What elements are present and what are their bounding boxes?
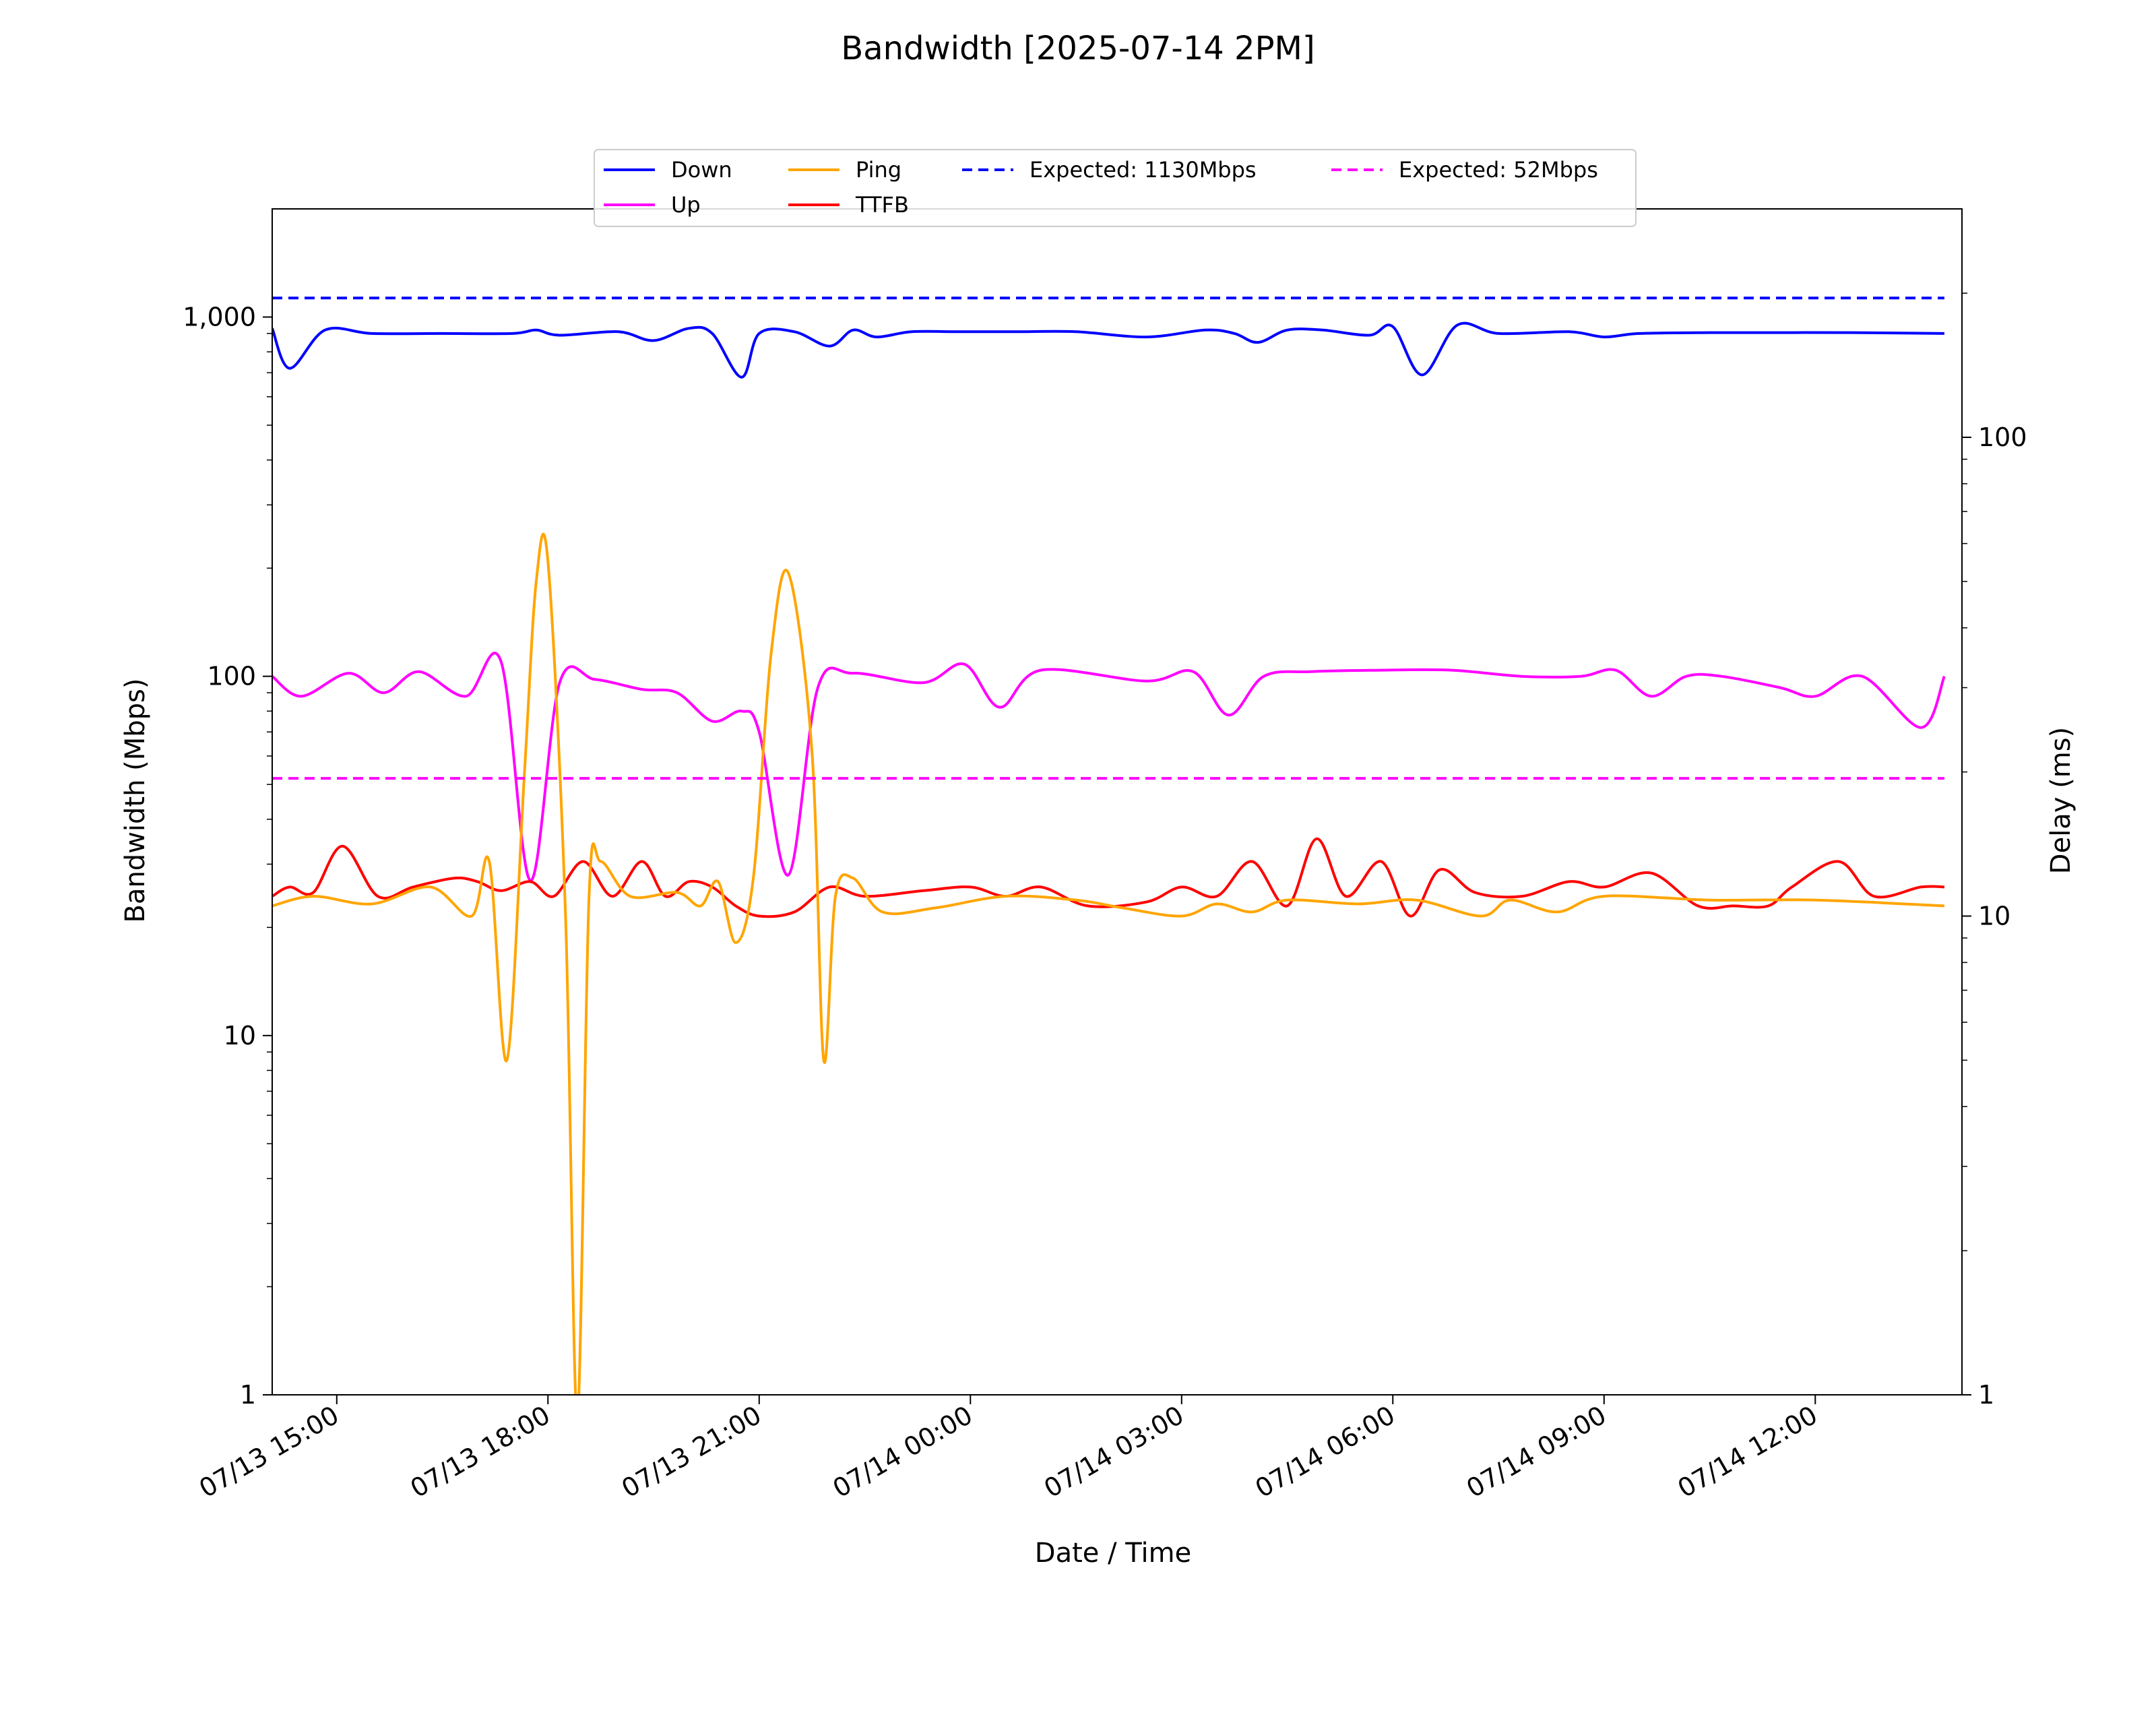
x-tick-label: 07/13 18:00 bbox=[406, 1400, 555, 1504]
y2-tick-label: 1 bbox=[1978, 1380, 1994, 1410]
legend-label-ttfb: TTFB bbox=[855, 192, 909, 218]
x-tick-label: 07/13 15:00 bbox=[194, 1400, 344, 1504]
x-tick-label: 07/14 09:00 bbox=[1461, 1400, 1611, 1504]
legend: Down Up Ping TTFB Expected: 1130Mbps Expected… bbox=[594, 149, 1637, 227]
x-tick-label: 07/13 21:00 bbox=[616, 1400, 766, 1504]
y-axis-label: Bandwidth (Mbps) bbox=[120, 678, 151, 922]
y-tick-label: 1,000 bbox=[183, 302, 256, 332]
x-tick-label: 07/14 12:00 bbox=[1673, 1400, 1822, 1504]
plot-area: 07/13 15:00 07/13 18:00 07/13 21:00 07/14 0… bbox=[183, 208, 2027, 1504]
ticks-layer: 07/13 15:00 07/13 18:00 07/13 21:00 07/14 0… bbox=[183, 292, 2027, 1504]
y2-tick-label: 100 bbox=[1978, 422, 2027, 452]
series-line-up bbox=[272, 652, 1946, 882]
x-tick-label: 07/14 00:00 bbox=[828, 1400, 978, 1504]
y2-axis-label: Delay (ms) bbox=[2046, 727, 2076, 874]
y-tick-label: 100 bbox=[207, 662, 256, 691]
legend-label-ping: Ping bbox=[856, 157, 901, 183]
series-line-ttfb bbox=[272, 837, 1944, 918]
series-line-down bbox=[272, 321, 1944, 379]
x-tick-label: 07/14 06:00 bbox=[1250, 1400, 1400, 1504]
legend-label-up: Up bbox=[671, 192, 701, 218]
plot-frame bbox=[272, 208, 1963, 1395]
y-tick-label: 10 bbox=[224, 1021, 256, 1050]
legend-label-expected-1130mbps: Expected: 1130Mbps bbox=[1029, 157, 1257, 183]
x-axis-label: Date / Time bbox=[1035, 1538, 1191, 1569]
series-layer bbox=[272, 296, 1946, 1395]
legend-label-expected-52mbps: Expected: 52Mbps bbox=[1399, 157, 1598, 183]
y-tick-label: 1 bbox=[240, 1380, 256, 1410]
x-tick-label: 07/14 03:00 bbox=[1039, 1400, 1188, 1504]
legend-box bbox=[594, 149, 1637, 227]
legend-label-down: Down bbox=[671, 157, 732, 183]
chart-title: Bandwidth [2025-07-14 2PM] bbox=[841, 30, 1314, 67]
series-line-ping bbox=[272, 532, 1944, 1395]
y2-tick-label: 10 bbox=[1978, 901, 2010, 931]
